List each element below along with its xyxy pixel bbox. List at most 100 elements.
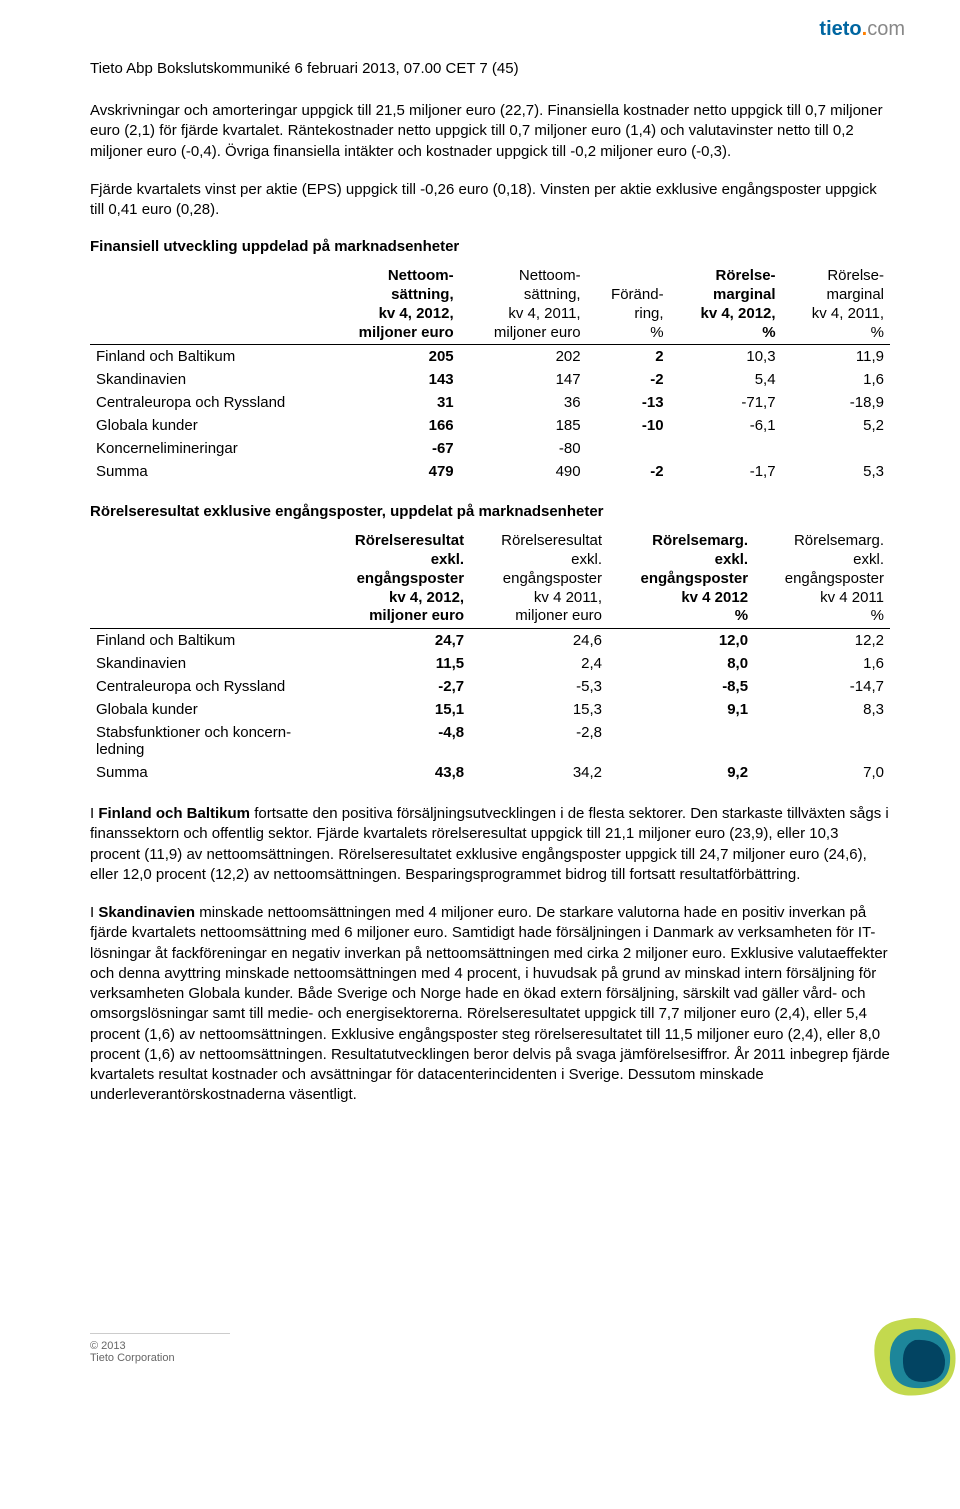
row-label: Skandinavien (90, 652, 322, 675)
table-financial-development: Nettoom-sättning,kv 4, 2012,miljoner eur… (90, 265, 890, 483)
cell-value: 2,4 (470, 652, 608, 675)
table-row: Globala kunder15,115,39,18,3 (90, 698, 890, 721)
table-header: Rörelsemarg.exkl.engångsposterkv 4 2012% (608, 530, 754, 628)
cell-value: 11,5 (322, 652, 470, 675)
page-header-line: Tieto Abp Bokslutskommuniké 6 februari 2… (90, 60, 890, 77)
row-label: Finland och Baltikum (90, 345, 322, 369)
cell-value: 9,1 (608, 698, 754, 721)
document-page: tieto.com Tieto Abp Bokslutskommuniké 6 … (0, 0, 960, 1400)
cell-value: 15,1 (322, 698, 470, 721)
table-row: Summa479490-2-1,75,3 (90, 460, 890, 483)
table-row: Finland och Baltikum24,724,612,012,2 (90, 629, 890, 653)
cell-value: 43,8 (322, 761, 470, 784)
paragraph-4: I Skandinavien minskade nettoomsättninge… (90, 903, 890, 1106)
cell-value: 36 (460, 391, 587, 414)
cell-value: 5,2 (782, 414, 890, 437)
cell-value: 1,6 (782, 368, 890, 391)
cell-value: 24,6 (470, 629, 608, 653)
cell-value: 8,3 (754, 698, 890, 721)
section-heading-2: Rörelseresultat exklusive engångsposter,… (90, 503, 890, 520)
cell-value: 24,7 (322, 629, 470, 653)
paragraph-2: Fjärde kvartalets vinst per aktie (EPS) … (90, 180, 890, 221)
cell-value: 11,9 (782, 345, 890, 369)
brand-name: tieto (819, 18, 861, 40)
cell-value: -2 (587, 368, 670, 391)
cell-value: -2 (587, 460, 670, 483)
cell-value: 8,0 (608, 652, 754, 675)
cell-value (754, 721, 890, 761)
section-heading-1: Finansiell utveckling uppdelad på markna… (90, 238, 890, 255)
table-header: Rörelseresultatexkl.engångsposterkv 4, 2… (322, 530, 470, 628)
para3-bold: Finland och Baltikum (98, 805, 250, 822)
table-row: Centraleuropa och Ryssland3136-13-71,7-1… (90, 391, 890, 414)
cell-value: 7,0 (754, 761, 890, 784)
cell-value: -6,1 (670, 414, 782, 437)
cell-value: -67 (322, 437, 460, 460)
cell-value: -1,7 (670, 460, 782, 483)
cell-value: -13 (587, 391, 670, 414)
cell-value: 5,3 (782, 460, 890, 483)
page-footer: © 2013 Tieto Corporation (90, 1333, 230, 1364)
cell-value: -2,8 (470, 721, 608, 761)
brand-logo-top: tieto.com (819, 18, 905, 41)
row-label: Skandinavien (90, 368, 322, 391)
row-label: Finland och Baltikum (90, 629, 322, 653)
table-header: Rörelse-marginalkv 4, 2012,% (670, 265, 782, 345)
table-header: Föränd-ring,% (587, 265, 670, 345)
paragraph-3: I Finland och Baltikum fortsatte den pos… (90, 804, 890, 885)
cell-value: -4,8 (322, 721, 470, 761)
table-row: Finland och Baltikum205202210,311,9 (90, 345, 890, 369)
cell-value: 143 (322, 368, 460, 391)
cell-value: 31 (322, 391, 460, 414)
cell-value: -71,7 (670, 391, 782, 414)
row-label: Globala kunder (90, 414, 322, 437)
footer-company: Tieto Corporation (90, 1352, 230, 1364)
table-operating-result: Rörelseresultatexkl.engångsposterkv 4, 2… (90, 530, 890, 784)
table-header (90, 530, 322, 628)
cell-value: 9,2 (608, 761, 754, 784)
cell-value: 479 (322, 460, 460, 483)
cell-value: 2 (587, 345, 670, 369)
cell-value: -2,7 (322, 675, 470, 698)
cell-value: -18,9 (782, 391, 890, 414)
para4-rest: minskade nettoomsättningen med 4 miljone… (90, 904, 890, 1103)
brand-suffix: com (867, 18, 905, 40)
cell-value: 10,3 (670, 345, 782, 369)
table-header: Nettoom-sättning,kv 4, 2012,miljoner eur… (322, 265, 460, 345)
cell-value (670, 437, 782, 460)
row-label: Summa (90, 460, 322, 483)
cell-value: -5,3 (470, 675, 608, 698)
cell-value: 490 (460, 460, 587, 483)
table-header: Rörelsemarg.exkl.engångsposterkv 4 2011% (754, 530, 890, 628)
cell-value: -80 (460, 437, 587, 460)
cell-value: 1,6 (754, 652, 890, 675)
row-label: Globala kunder (90, 698, 322, 721)
table-row: Koncernelimineringar-67-80 (90, 437, 890, 460)
paragraph-1: Avskrivningar och amorteringar uppgick t… (90, 101, 890, 162)
cell-value: 166 (322, 414, 460, 437)
cell-value: 147 (460, 368, 587, 391)
row-label: Centraleuropa och Ryssland (90, 675, 322, 698)
footer-year: © 2013 (90, 1340, 230, 1352)
row-label: Stabsfunktioner och koncern-ledning (90, 721, 322, 761)
cell-value: 12,2 (754, 629, 890, 653)
cell-value: 185 (460, 414, 587, 437)
cell-value (782, 437, 890, 460)
cell-value: 12,0 (608, 629, 754, 653)
cell-value: -8,5 (608, 675, 754, 698)
table-row: Skandinavien11,52,48,01,6 (90, 652, 890, 675)
row-label: Summa (90, 761, 322, 784)
row-label: Centraleuropa och Ryssland (90, 391, 322, 414)
table-header (90, 265, 322, 345)
table-row: Skandinavien143147-25,41,6 (90, 368, 890, 391)
cell-value: -10 (587, 414, 670, 437)
table-row: Globala kunder166185-10-6,15,2 (90, 414, 890, 437)
row-label: Koncernelimineringar (90, 437, 322, 460)
table-header: Nettoom-sättning,kv 4, 2011,miljoner eur… (460, 265, 587, 345)
cell-value: 15,3 (470, 698, 608, 721)
table-row: Centraleuropa och Ryssland-2,7-5,3-8,5-1… (90, 675, 890, 698)
cell-value: 205 (322, 345, 460, 369)
cell-value: -14,7 (754, 675, 890, 698)
corner-logo-icon (840, 1290, 960, 1400)
table-row: Summa43,834,29,27,0 (90, 761, 890, 784)
